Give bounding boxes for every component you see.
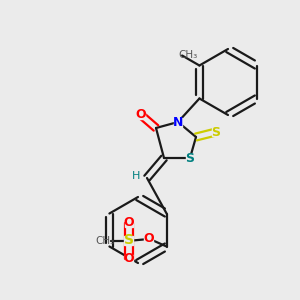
Text: O: O (123, 216, 134, 229)
Text: S: S (185, 152, 194, 164)
Text: N: N (173, 116, 183, 128)
Bar (124, 254, 133, 262)
Bar (124, 218, 133, 226)
Bar (137, 111, 145, 119)
Bar (174, 118, 182, 127)
Text: H: H (132, 171, 140, 181)
Text: O: O (123, 252, 134, 265)
Bar (186, 154, 194, 162)
Text: O: O (136, 109, 146, 122)
Text: CH₃: CH₃ (178, 50, 198, 61)
Bar (212, 128, 220, 136)
Text: S: S (124, 233, 134, 248)
Text: O: O (143, 232, 154, 245)
Bar (144, 234, 153, 243)
Bar (124, 236, 133, 245)
Text: CH₃: CH₃ (95, 236, 114, 245)
Text: S: S (212, 125, 220, 139)
